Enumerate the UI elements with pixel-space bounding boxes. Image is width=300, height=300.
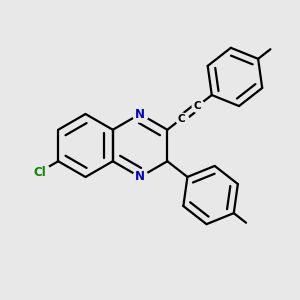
Text: N: N xyxy=(135,170,145,184)
Text: N: N xyxy=(135,107,145,121)
Text: C: C xyxy=(178,114,185,124)
Text: C: C xyxy=(194,101,201,111)
Text: Cl: Cl xyxy=(33,166,46,178)
